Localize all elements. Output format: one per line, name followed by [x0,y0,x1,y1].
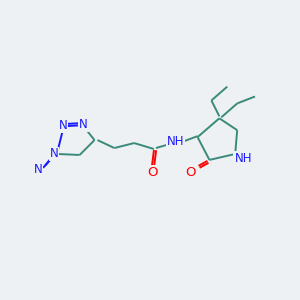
Text: O: O [185,166,196,179]
Text: N: N [50,148,58,160]
Text: N: N [79,118,88,131]
Text: N: N [34,163,42,176]
Text: O: O [148,166,158,179]
Text: NH: NH [167,135,184,148]
Text: N: N [58,119,67,132]
Text: NH: NH [234,152,252,165]
